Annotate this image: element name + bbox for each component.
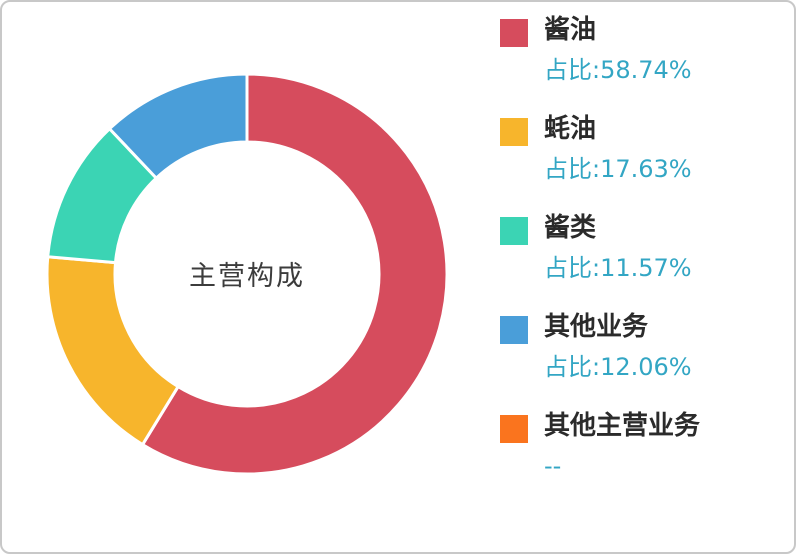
legend-label: 蚝油 — [544, 113, 597, 144]
legend-percent: 占比:12.06% — [544, 352, 692, 381]
donut-chart-area: 主营构成 — [12, 2, 482, 552]
legend-label: 酱油 — [544, 15, 597, 45]
legend-item-soy-sauce[interactable]: 酱油 占比:58.74% — [500, 16, 700, 83]
legend-item-oyster-sauce[interactable]: 蚝油 占比:17.63% — [500, 115, 700, 182]
legend: 酱油 占比:58.74% 蚝油 占比:17.63% 酱类 占比:11.57% 其… — [500, 16, 700, 479]
legend-item-other-main-business[interactable]: 其他主营业务 -- — [500, 412, 700, 479]
legend-label: 其他业务 — [544, 311, 649, 342]
legend-percent: -- — [544, 451, 562, 480]
donut-chart — [45, 72, 449, 476]
legend-swatch-other-main-business — [500, 414, 528, 443]
pie-slice-3[interactable] — [107, 72, 249, 181]
legend-percent: 占比:58.74% — [544, 55, 692, 84]
pie-slice-0[interactable] — [140, 72, 449, 476]
legend-swatch-oyster-sauce — [500, 117, 528, 146]
legend-swatch-other-business — [500, 315, 528, 344]
legend-swatch-sauces — [500, 216, 528, 245]
legend-swatch-soy-sauce — [500, 19, 528, 47]
legend-item-sauces[interactable]: 酱类 占比:11.57% — [500, 214, 700, 281]
legend-percent: 占比:11.57% — [544, 253, 692, 282]
legend-percent: 占比:17.63% — [544, 154, 692, 183]
legend-item-other-business[interactable]: 其他业务 占比:12.06% — [500, 313, 700, 380]
pie-slice-1[interactable] — [45, 255, 181, 447]
legend-label: 其他主营业务 — [544, 410, 701, 441]
legend-label: 酱类 — [544, 212, 597, 243]
